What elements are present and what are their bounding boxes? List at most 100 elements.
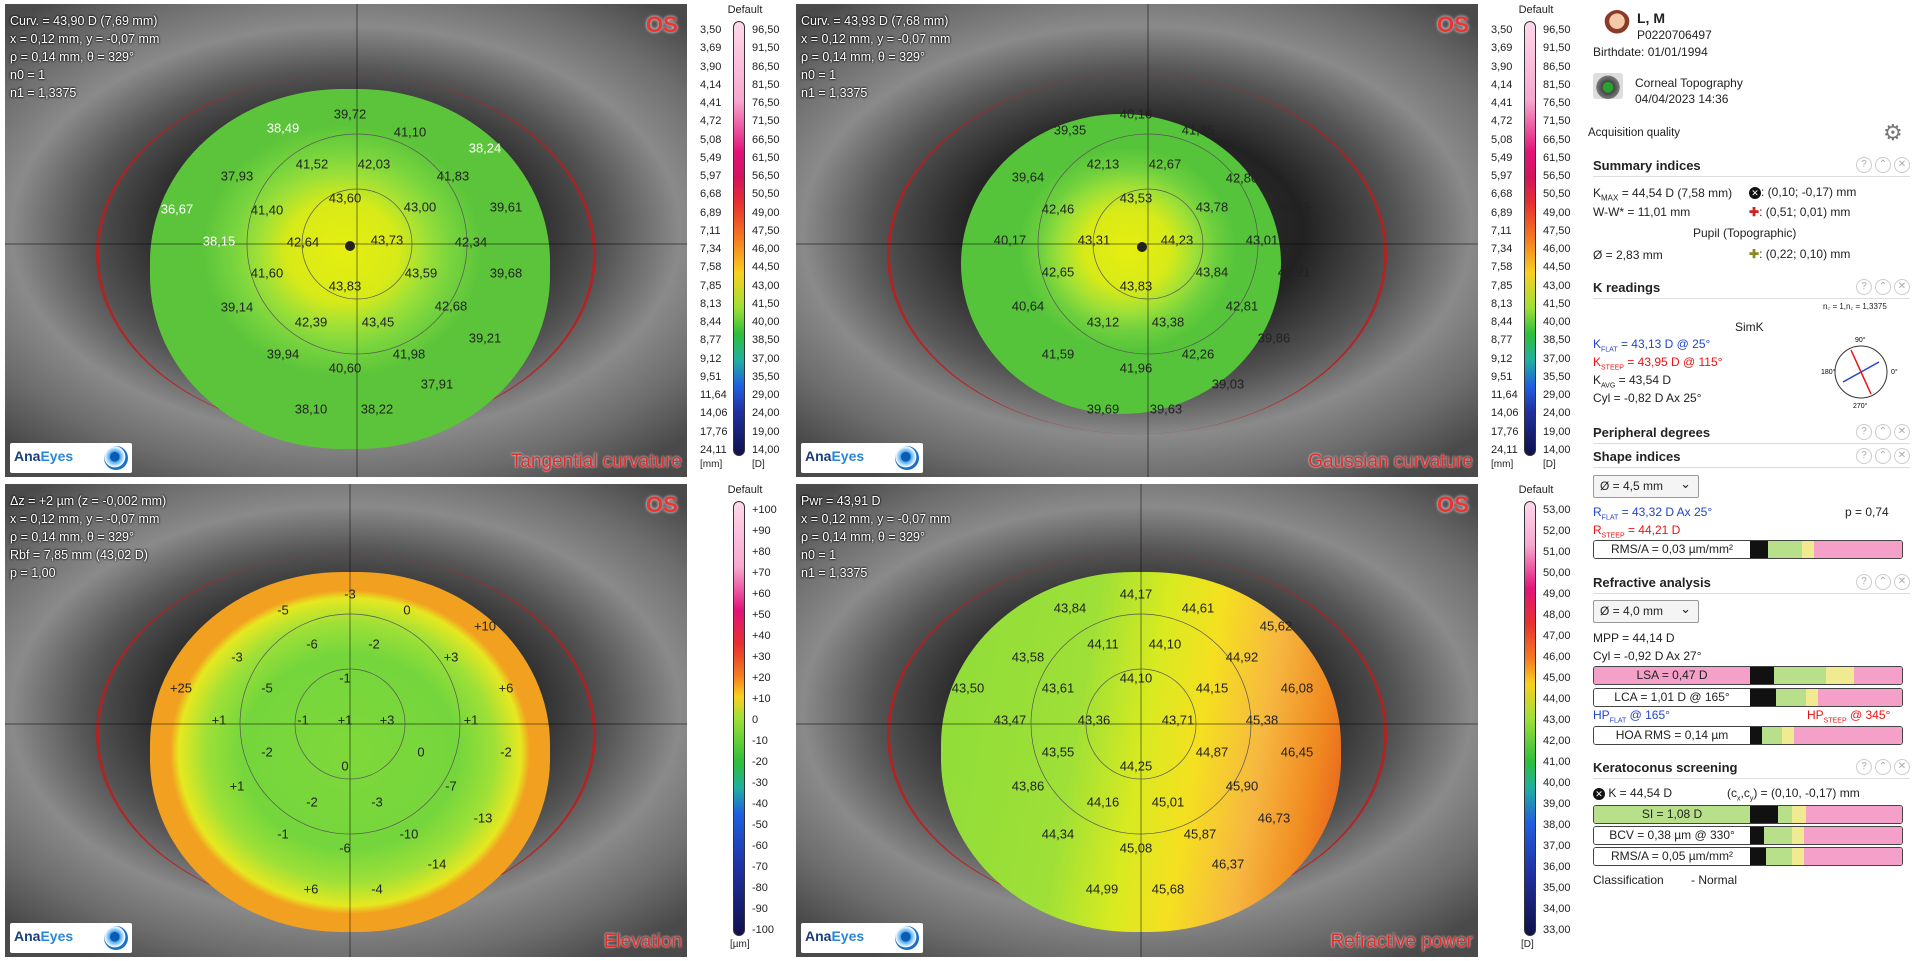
section-controls[interactable]: ? ⌃ ✕ (1856, 759, 1910, 775)
scale-tick-left: 9,51 (700, 370, 722, 383)
map-value: 40,60 (328, 360, 362, 376)
map-value: 43,73 (370, 232, 404, 248)
map-value: 42,34 (454, 234, 488, 250)
scale-unit-right: [µm] (730, 939, 750, 950)
scale-tick-right: +60 (752, 588, 771, 600)
scale-tick-right: 71,50 (1543, 115, 1571, 128)
divider (1593, 593, 1910, 594)
map-value: +25 (169, 680, 193, 696)
gaussian-map[interactable]: Curv. = 43,93 D (7,68 mm) x = 0,12 mm, y … (796, 4, 1478, 477)
map-value: 41,40 (250, 202, 284, 218)
scale-header: Default (727, 484, 763, 496)
scale-tick-right: 38,00 (1543, 819, 1571, 831)
map-value: -4 (371, 881, 383, 897)
scale-tick-right: 46,00 (1543, 243, 1571, 256)
map-value: 44,16 (1086, 794, 1120, 810)
bcv-gauge: BCV = 0,38 µm @ 330° (1593, 826, 1903, 845)
scale-tick-right: 76,50 (1543, 97, 1571, 110)
scale-tick-right: 46,00 (752, 243, 780, 256)
map-value: -7 (445, 778, 457, 794)
scale-tick-right: 34,00 (1543, 903, 1571, 915)
map-value: 39,94 (266, 346, 300, 362)
wrench-icon[interactable]: ⚙ (1883, 120, 1903, 145)
eye-label: OS (646, 492, 678, 517)
section-controls[interactable]: ? ⌃ ✕ (1856, 574, 1910, 590)
scale-tick-right: 24,00 (1543, 407, 1571, 420)
section-controls[interactable]: ? ⌃ ✕ (1856, 157, 1910, 173)
scale-unit-right: [D] (1521, 939, 1534, 950)
map-value: 44,15 (1195, 680, 1229, 696)
map-value: 44,92 (1225, 649, 1259, 665)
curvature-color-scale[interactable]: Default [mm] [D] 3,50 96,50 3,69 91,50 3,90 8… (700, 4, 790, 477)
scale-tick-right: 43,00 (752, 279, 780, 292)
scale-tick-right: 96,50 (1543, 24, 1571, 36)
gaussian-color-scale[interactable]: Default [mm] [D] 3,50 96,50 3,69 91,50 3,90 8… (1491, 4, 1581, 477)
scale-tick-right: +50 (752, 609, 771, 621)
kflat-value: KFLAT = 43,13 D @ 25° (1593, 337, 1711, 354)
ksteep-value: KSTEEP = 43,95 D @ 115° (1593, 355, 1723, 372)
tangential-map[interactable]: Curv. = 43,90 D (7,69 mm) x = 0,12 mm, y … (5, 4, 687, 477)
scale-tick-left: 7,58 (700, 261, 722, 274)
map-value: 44,87 (1195, 744, 1229, 760)
ww-value: W-W* = 11,01 mm (1593, 205, 1691, 219)
scale-tick-left: 8,77 (700, 334, 722, 347)
map-value: 41,10 (393, 124, 427, 140)
map-value: 40,64 (1011, 298, 1045, 314)
refractive-cylinder-value: Cyl = -0,92 D Ax 27° (1593, 649, 1702, 663)
map-value: 46,08 (1280, 680, 1314, 696)
ww-position: ✚: (0,51; 0,01) mm (1749, 205, 1851, 219)
scale-tick-right: 35,50 (752, 370, 780, 383)
map-value: 42,39 (294, 314, 328, 330)
map-value: 42,26 (1181, 346, 1215, 362)
acquisition-quality-label: Acquisition quality (1588, 127, 1681, 139)
map-value: 44,17 (1119, 586, 1153, 602)
exam-type: Corneal Topography (1635, 76, 1743, 90)
cylinder-value: Cyl = -0,82 D Ax 25° (1593, 391, 1702, 405)
scale-bar (733, 21, 745, 456)
map-value: 42,46 (1041, 201, 1075, 217)
scale-tick-right: 91,50 (1543, 42, 1571, 55)
map-value: -1 (277, 826, 289, 842)
map-value: 42,64 (286, 234, 320, 250)
scale-tick-right: 38,50 (1543, 334, 1571, 347)
scale-tick-left: 7,85 (1491, 279, 1513, 292)
p-value: p = 0,74 (1845, 505, 1889, 519)
refractive-diameter-select[interactable]: Ø = 4,0 mm (1593, 600, 1699, 623)
divider (1593, 467, 1910, 468)
elevation-color-scale[interactable]: Default [µm] +100 +90 +80 +70 +60 +50 +40 +30 +2… (700, 484, 790, 957)
scale-tick-left: 9,12 (700, 352, 722, 365)
kmax-value: KMAX = 44,54 D (7,58 mm) (1593, 186, 1733, 203)
section-controls[interactable]: ? ⌃ ✕ (1856, 424, 1910, 440)
refractive-color-scale[interactable]: Default [D] 53,00 52,00 51,00 50,00 49,00 48,… (1491, 484, 1581, 957)
scale-unit-left: [mm] (1491, 459, 1514, 470)
section-controls[interactable]: ? ⌃ ✕ (1856, 279, 1910, 295)
section-controls[interactable]: ? ⌃ ✕ (1856, 448, 1910, 464)
scale-tick-left: 6,89 (1491, 206, 1513, 219)
scale-tick-right: 41,50 (1543, 297, 1571, 310)
scale-tick-right: 47,50 (1543, 224, 1571, 237)
scale-tick-right: 96,50 (752, 24, 780, 36)
map-value: 43,83 (328, 278, 362, 294)
scale-tick-left: 5,08 (700, 133, 722, 146)
scale-tick-right: -60 (752, 840, 768, 852)
shape-diameter-select[interactable]: Ø = 4,5 mm (1593, 475, 1699, 498)
map-value: -1 (339, 670, 351, 686)
eyelid-markers (96, 554, 596, 914)
elevation-map[interactable]: Δz = +2 µm (z = -0,002 mm) x = 0,12 mm, y… (5, 484, 687, 957)
map-value: 43,55 (1041, 744, 1075, 760)
scale-bar (1524, 21, 1536, 456)
scale-unit-left: [mm] (700, 459, 723, 470)
scale-tick-right: +70 (752, 567, 771, 579)
scale-tick-left: 8,44 (1491, 316, 1513, 329)
map-value: 41,60 (250, 265, 284, 281)
scale-tick-right: +10 (752, 693, 771, 705)
map-value: 0 (417, 744, 425, 760)
eyelid-markers (887, 74, 1387, 434)
scale-tick-right: 47,00 (1543, 630, 1571, 642)
map-value: 44,10 (1119, 670, 1153, 686)
map-value: 45,38 (1245, 712, 1279, 728)
scale-tick-right: +40 (752, 630, 771, 642)
map-caption: Gaussian curvature (1308, 451, 1473, 472)
scale-tick-right: 46,00 (1543, 651, 1571, 663)
